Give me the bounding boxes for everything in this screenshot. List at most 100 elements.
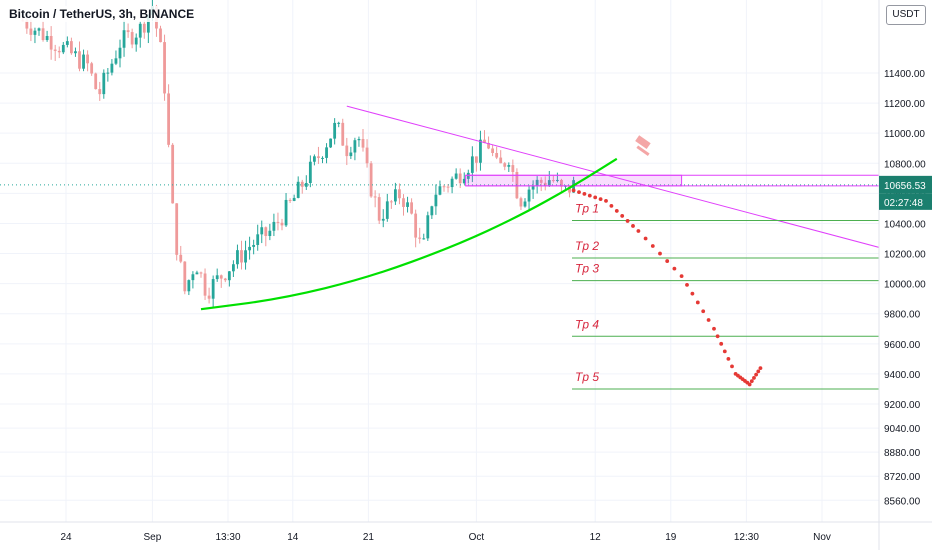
candle-body <box>49 35 53 50</box>
target-label: Tp 2 <box>575 239 599 253</box>
projection-dot <box>604 198 608 203</box>
candle-body <box>272 221 276 231</box>
price-axis-pane <box>879 0 932 550</box>
candle-body <box>248 246 251 251</box>
x-tick-label: 12:30 <box>734 532 759 543</box>
candle-body <box>126 30 130 33</box>
candle-body <box>236 250 239 265</box>
candle-body <box>223 278 227 281</box>
candle-body <box>479 139 482 163</box>
candle-body <box>442 186 446 188</box>
candle-body <box>325 147 328 158</box>
candle-body <box>227 271 231 281</box>
candle-body <box>365 147 369 164</box>
projection-dot <box>706 318 711 322</box>
candle-body <box>337 122 341 124</box>
candle-body <box>361 138 365 148</box>
projection-dot <box>730 364 734 369</box>
candle-body <box>470 156 474 173</box>
countdown-tag <box>879 193 932 210</box>
y-tick-label: 10000.00 <box>884 280 926 291</box>
descending-trendline <box>346 105 920 259</box>
candle-body <box>179 254 183 262</box>
projection-dot <box>715 334 720 339</box>
projection-dot <box>636 229 641 233</box>
projection-dot <box>695 300 700 305</box>
projection-dot <box>650 244 655 248</box>
candle-body <box>357 138 361 141</box>
candle-body <box>430 206 434 216</box>
grid-lines <box>0 0 879 522</box>
candle-body <box>341 122 345 146</box>
candle-body <box>118 47 122 59</box>
candle-body <box>317 156 320 158</box>
candle-body <box>41 28 45 41</box>
candle-body <box>37 28 41 31</box>
currency-button[interactable]: USDT <box>886 5 926 25</box>
candle-body <box>385 201 389 219</box>
projection-dot <box>752 376 756 380</box>
candle-body <box>260 227 264 235</box>
candle-body <box>304 183 308 187</box>
projection-dot <box>643 236 648 241</box>
projection-dot <box>701 309 706 314</box>
candle-body <box>280 222 284 226</box>
candle-body <box>211 279 215 299</box>
candle-body <box>98 89 102 95</box>
candle-body <box>551 180 555 182</box>
candle-body <box>466 172 470 179</box>
candle-body <box>252 244 256 247</box>
projection-dot <box>598 197 603 202</box>
candle-body <box>426 215 430 239</box>
candle-body <box>199 272 203 274</box>
candle-body <box>191 274 195 281</box>
candle-body <box>219 275 223 279</box>
target-label: Tp 5 <box>575 370 599 384</box>
candle-body <box>264 227 268 236</box>
projection-dot <box>614 209 619 213</box>
candle-body <box>487 142 490 149</box>
candle-body <box>207 295 211 299</box>
projection-dot <box>625 219 630 223</box>
projection-dot <box>690 291 695 296</box>
candle-body <box>215 275 219 280</box>
x-tick-label: 24 <box>60 532 72 543</box>
projection-dot <box>679 274 684 279</box>
candle-body <box>142 23 146 33</box>
x-tick-label: Oct <box>469 532 485 543</box>
candle-body <box>381 218 385 221</box>
projection-dot <box>582 191 587 196</box>
projection-dot <box>672 266 677 271</box>
candle-body <box>106 72 110 74</box>
candle-body <box>53 49 57 51</box>
projection-dot <box>609 204 614 208</box>
y-tick-label: 8720.00 <box>884 472 921 483</box>
candle-body <box>61 44 65 53</box>
candle-body <box>333 122 337 139</box>
x-tick-label: 14 <box>287 532 299 543</box>
projection-dot <box>758 366 763 371</box>
candle-body <box>138 23 142 38</box>
candle-body <box>195 272 199 275</box>
candle-body <box>329 138 332 148</box>
candle-body <box>495 153 499 158</box>
y-tick-label: 8880.00 <box>884 448 921 459</box>
projection-dot <box>712 326 716 331</box>
candle-body <box>183 261 187 292</box>
symbol-title: Bitcoin / TetherUS, 3h, BINANCE <box>6 6 198 22</box>
candle-body <box>507 165 511 167</box>
target-label: Tp 1 <box>575 201 599 215</box>
last-price-tag <box>879 175 932 194</box>
candle-body <box>90 63 94 74</box>
projection-dot <box>719 341 724 346</box>
candle-body <box>511 165 515 172</box>
y-tick-label: 10800.00 <box>884 159 926 170</box>
candle-body <box>414 213 418 238</box>
time-axis-pane <box>0 522 932 550</box>
hammer-icon <box>635 135 651 149</box>
projection-dot <box>587 193 592 198</box>
candle-body <box>244 250 247 263</box>
projection-dot <box>722 349 727 354</box>
